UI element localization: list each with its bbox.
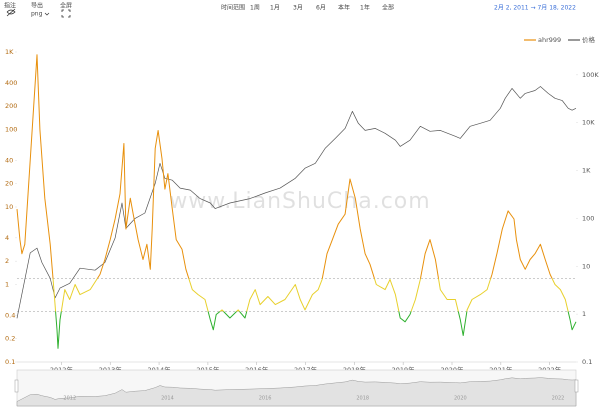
x-tick-label: 2013年 [99, 365, 123, 374]
navigator-label: 2022 [552, 396, 565, 402]
x-tick-label: 2014年 [148, 365, 172, 374]
y-tick-label: 200 [5, 102, 17, 110]
y-tick-label: 400 [5, 79, 17, 87]
y2-tick-label: 100 [582, 214, 594, 222]
navigator-area [16, 377, 577, 407]
y-tick-label: 1K [5, 48, 14, 56]
x-tick-label: 2021年 [489, 365, 513, 374]
y-tick-label: 10 [5, 203, 13, 211]
x-tick-label: 2012年 [50, 365, 74, 374]
range-button[interactable]: 6月 [316, 5, 326, 12]
export-button[interactable]: 导出 [31, 2, 43, 10]
x-tick-label: 2019年 [392, 365, 416, 374]
range-button[interactable]: 本年 [338, 4, 350, 12]
y-tick-label: 2 [5, 257, 9, 265]
fullscreen-button[interactable]: 全屏 [60, 2, 72, 10]
y-tick-label: 1 [5, 281, 9, 289]
range-label: 时间范围 [221, 4, 245, 12]
y2-tick-label: 10K [582, 119, 595, 127]
fullscreen-icon [61, 9, 71, 18]
x-tick-label: 2017年 [294, 365, 318, 374]
navigator-label: 2012 [63, 396, 76, 402]
series-line [16, 86, 577, 319]
y-tick-label: 0.4 [5, 311, 15, 319]
range-button[interactable]: 3月 [293, 5, 303, 12]
x-tick-label: 2020年 [440, 365, 464, 374]
y2-tick-label: 0.1 [582, 358, 592, 366]
x-tick-label: 2018年 [343, 365, 367, 374]
y-tick-label: 0.2 [5, 335, 15, 343]
range-button[interactable]: 1月 [270, 5, 280, 12]
toolbar: 指注 导出 png 全屏 时间范围 2月 2, 2011 → 7月 18, 20… [4, 2, 576, 18]
y2-tick-label: 10 [582, 262, 590, 270]
navigator-label: 2014 [161, 396, 174, 402]
legend-label[interactable]: ahr999 [538, 36, 561, 44]
series-line [16, 54, 577, 349]
y-tick-label: 20 [5, 180, 13, 188]
y-tick-label: 100 [5, 126, 17, 134]
range-button[interactable]: 1年 [360, 4, 370, 12]
y2-tick-label: 1 [582, 310, 586, 318]
annotate-icon [6, 8, 16, 17]
dropdown-icon [44, 12, 50, 16]
range-button[interactable]: 1周 [250, 5, 260, 12]
y2-tick-label: 100K [582, 71, 599, 79]
navigator-handle[interactable] [14, 379, 19, 393]
y-tick-label: 40 [5, 156, 13, 164]
export-format[interactable]: png [31, 11, 43, 18]
y-tick-label: 0.1 [5, 358, 15, 366]
annotate-button[interactable]: 指注 [4, 2, 16, 10]
y-tick-label: 4 [5, 234, 9, 242]
x-tick-label: 2022年 [538, 365, 562, 374]
legend-label[interactable]: 价格 [582, 35, 596, 44]
x-tick-label: 2016年 [245, 365, 269, 374]
range-button[interactable]: 全部 [382, 4, 394, 12]
watermark: www.LianShuCha.com [169, 189, 430, 214]
navigator-label: 2016 [259, 396, 272, 402]
y2-tick-label: 1K [582, 167, 591, 175]
navigator-handle[interactable] [574, 379, 579, 393]
date-range[interactable]: 2月 2, 2011 → 7月 18, 2022 [494, 5, 576, 12]
x-tick-label: 2015年 [196, 365, 220, 374]
navigator-label: 2020 [454, 396, 467, 402]
navigator-label: 2018 [356, 396, 369, 402]
